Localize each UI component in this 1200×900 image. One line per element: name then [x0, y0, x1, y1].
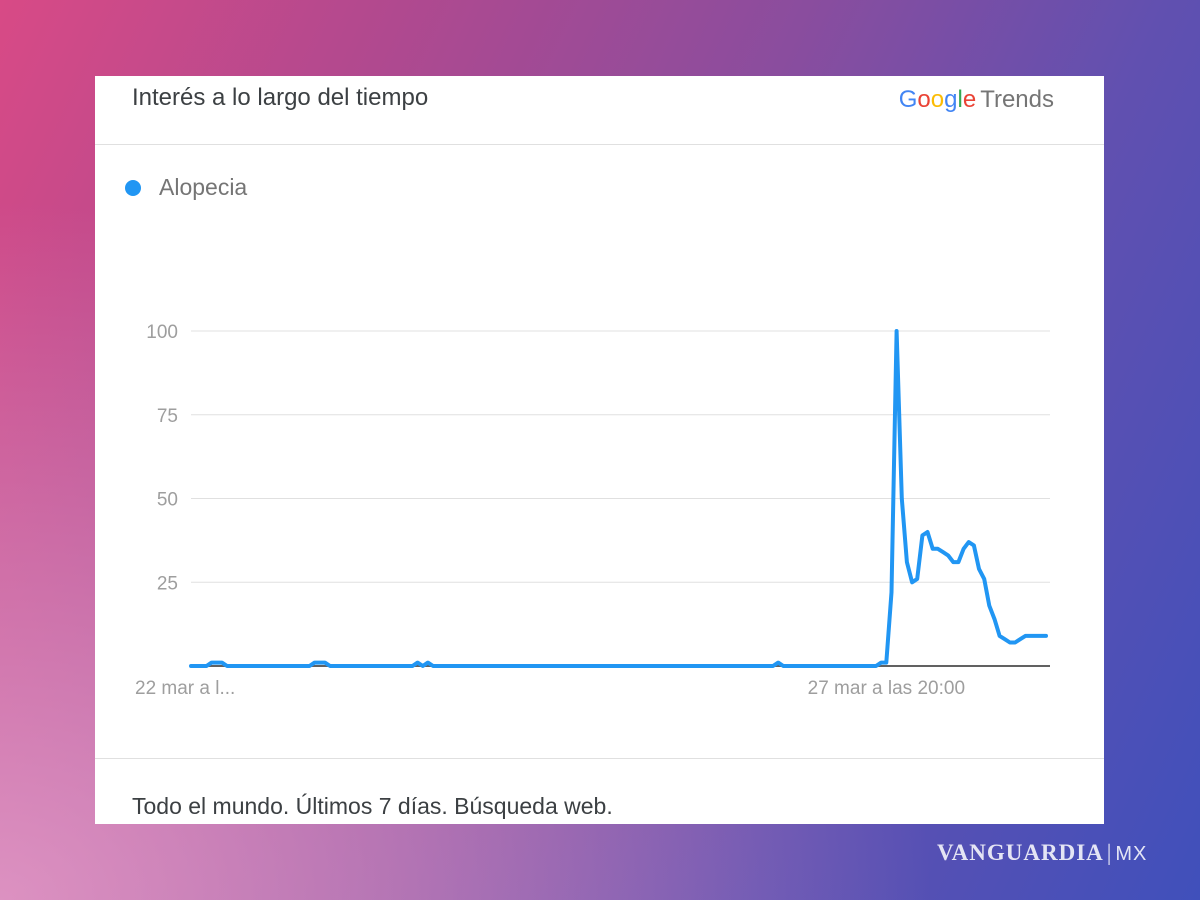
series-line-alopecia [189, 329, 1048, 668]
y-tick-label-100: 100 [146, 322, 178, 343]
x-tick-label-1: 27 mar a las 20:00 [808, 678, 965, 699]
watermark-main: VANGUARDIA [937, 840, 1104, 865]
card-footer: Todo el mundo. Últimos 7 días. Búsqueda … [95, 758, 1104, 824]
chart-legend: Alopecia [125, 174, 247, 201]
trends-word: Trends [980, 86, 1054, 113]
google-trends-logo: Google Trends [898, 86, 1054, 113]
legend-dot [125, 179, 141, 196]
legend-label: Alopecia [159, 174, 248, 200]
footer-text: Todo el mundo. Últimos 7 días. Búsqueda … [132, 793, 613, 819]
watermark-suffix: MX [1115, 843, 1148, 865]
vanguardia-watermark: VANGUARDIA | MX [937, 840, 1147, 866]
x-tick-label-0: 22 mar a l... [135, 678, 235, 699]
y-tick-label-75: 75 [157, 406, 178, 427]
trends-card: Interés a lo largo del tiempo Google Tren… [95, 76, 1104, 824]
y-tick-label-25: 25 [157, 573, 178, 594]
line-chart: 25 50 75 100 22 mar a l... 27 mar a las 20:00 [135, 322, 1050, 699]
card-header: Interés a lo largo del tiempo Google Tren… [95, 76, 1104, 145]
card-title: Interés a lo largo del tiempo [132, 84, 429, 111]
watermark-sep: | [1106, 840, 1113, 865]
y-tick-label-50: 50 [157, 490, 178, 511]
